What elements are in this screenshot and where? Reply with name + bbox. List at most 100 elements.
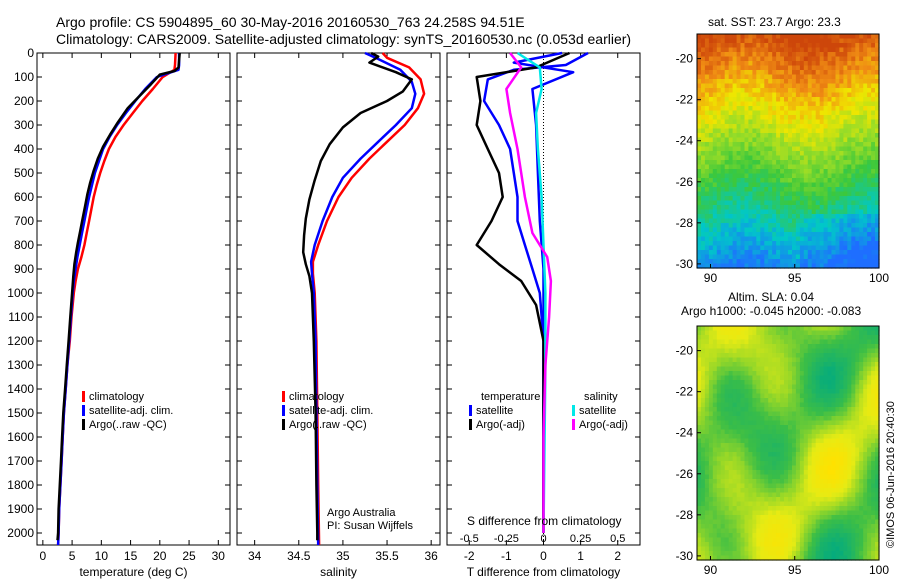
- map-cell-sst_map: [760, 137, 765, 143]
- map-cell-sla_map: [807, 411, 813, 417]
- map-cell-sst_map: [851, 128, 856, 134]
- map-cell-sla_map: [744, 402, 750, 408]
- map-cell-sla_map: [843, 533, 848, 539]
- map-cell-sst_map: [851, 106, 856, 112]
- map-cell-sst_map: [748, 155, 753, 161]
- map-cell-sla_map: [803, 506, 809, 512]
- map-cell-sla_map: [819, 546, 825, 552]
- map-cell-sst_map: [871, 209, 876, 215]
- map-cell-sla_map: [752, 402, 757, 408]
- map-cell-sla_map: [728, 465, 734, 471]
- map-cell-sla_map: [819, 393, 825, 399]
- map-cell-sla_map: [728, 366, 734, 372]
- map-cell-sla_map: [803, 483, 809, 489]
- map-cell-sst_map: [839, 223, 844, 229]
- map-cell-sst_map: [831, 191, 837, 197]
- map-cell-sst_map: [839, 200, 844, 206]
- map-cell-sst_map: [815, 124, 821, 130]
- map-cell-sst_map: [835, 146, 841, 152]
- map-cell-sla_map: [784, 344, 789, 350]
- map-cell-sla_map: [772, 447, 777, 453]
- map-cell-sst_map: [847, 227, 852, 233]
- map-cell-sst_map: [788, 187, 793, 193]
- map-cell-sst_map: [839, 34, 844, 40]
- map-cell-sst_map: [871, 128, 876, 134]
- map-cell-sst_map: [712, 259, 718, 265]
- map-cell-sla_map: [851, 492, 856, 498]
- map-cell-sst_map: [823, 128, 829, 134]
- map-cell-sst_map: [740, 43, 746, 49]
- map-cell-sla_map: [708, 339, 714, 345]
- map-cell-sst_map: [835, 47, 841, 53]
- map-cell-sla_map: [819, 344, 825, 350]
- map-cell-sla_map: [736, 411, 742, 417]
- map-cell-sst_map: [764, 241, 769, 247]
- map-cell-sst_map: [859, 218, 864, 224]
- map-cell-sla_map: [732, 411, 738, 417]
- map-cell-sst_map: [827, 151, 833, 157]
- map-cell-sst_map: [776, 124, 781, 130]
- map-cell-sla_map: [760, 393, 765, 399]
- map-cell-sst_map: [716, 79, 722, 85]
- map-cell-sst_map: [851, 241, 856, 247]
- map-cell-sst_map: [871, 245, 876, 251]
- map-cell-sla_map: [863, 384, 868, 390]
- map-cell-sla_map: [784, 519, 789, 525]
- map-cell-sst_map: [792, 119, 797, 125]
- map-cell-sla_map: [704, 389, 710, 395]
- map-cell-sst_map: [748, 173, 753, 179]
- map-cell-sla_map: [855, 398, 860, 404]
- map-cell-sst_map: [859, 259, 864, 265]
- map-cell-sla_map: [720, 339, 726, 345]
- map-cell-sla_map: [728, 402, 734, 408]
- map-cell-sla_map: [712, 479, 718, 485]
- map-cell-sst_map: [704, 205, 710, 211]
- map-cell-sla_map: [780, 429, 785, 435]
- map-cell-sla_map: [823, 389, 829, 395]
- map-cell-sst_map: [823, 52, 829, 58]
- map-cell-sst_map: [799, 34, 805, 40]
- map-cell-sst_map: [792, 34, 797, 40]
- map-cell-sla_map: [859, 326, 864, 332]
- map-cell-sla_map: [815, 465, 821, 471]
- map-cell-sst_map: [871, 191, 876, 197]
- map-cell-sst_map: [784, 173, 789, 179]
- map-cell-sla_map: [728, 384, 734, 390]
- map-cell-sla_map: [772, 344, 777, 350]
- map-cell-sst_map: [855, 56, 860, 62]
- map-cell-sst_map: [807, 38, 813, 44]
- map-cell-sla_map: [839, 411, 844, 417]
- map-cell-sst_map: [712, 128, 718, 134]
- map-y-tick-label-sst_map: -28: [676, 216, 694, 230]
- map-cell-sst_map: [760, 65, 765, 71]
- map-cell-sst_map: [788, 70, 793, 76]
- map-cell-sst_map: [851, 169, 856, 175]
- map-cell-sst_map: [728, 92, 734, 98]
- map-cell-sst_map: [835, 56, 841, 62]
- map-cell-sla_map: [799, 438, 805, 444]
- map-cell-sst_map: [815, 70, 821, 76]
- map-cell-sst_map: [712, 187, 718, 193]
- map-cell-sst_map: [744, 119, 750, 125]
- map-cell-sla_map: [855, 402, 860, 408]
- map-cell-sst_map: [843, 250, 848, 256]
- map-cell-sst_map: [859, 115, 864, 121]
- map-cell-sst_map: [780, 250, 785, 256]
- map-cell-sla_map: [712, 474, 718, 480]
- map-cell-sst_map: [780, 142, 785, 148]
- map-cell-sst_map: [807, 101, 813, 107]
- map-cell-sst_map: [776, 187, 781, 193]
- map-cell-sst_map: [776, 106, 781, 112]
- map-cell-sla_map: [780, 384, 785, 390]
- map-cell-sla_map: [736, 501, 742, 507]
- map-cell-sst_map: [788, 34, 793, 40]
- map-cell-sst_map: [736, 196, 742, 202]
- map-cell-sst_map: [744, 232, 750, 238]
- map-cell-sst_map: [835, 227, 841, 233]
- map-cell-sla_map: [863, 420, 868, 426]
- map-cell-sla_map: [803, 501, 809, 507]
- map-cell-sla_map: [792, 407, 797, 413]
- map-cell-sla_map: [863, 389, 868, 395]
- map-cell-sst_map: [697, 232, 702, 238]
- map-cell-sst_map: [811, 47, 817, 53]
